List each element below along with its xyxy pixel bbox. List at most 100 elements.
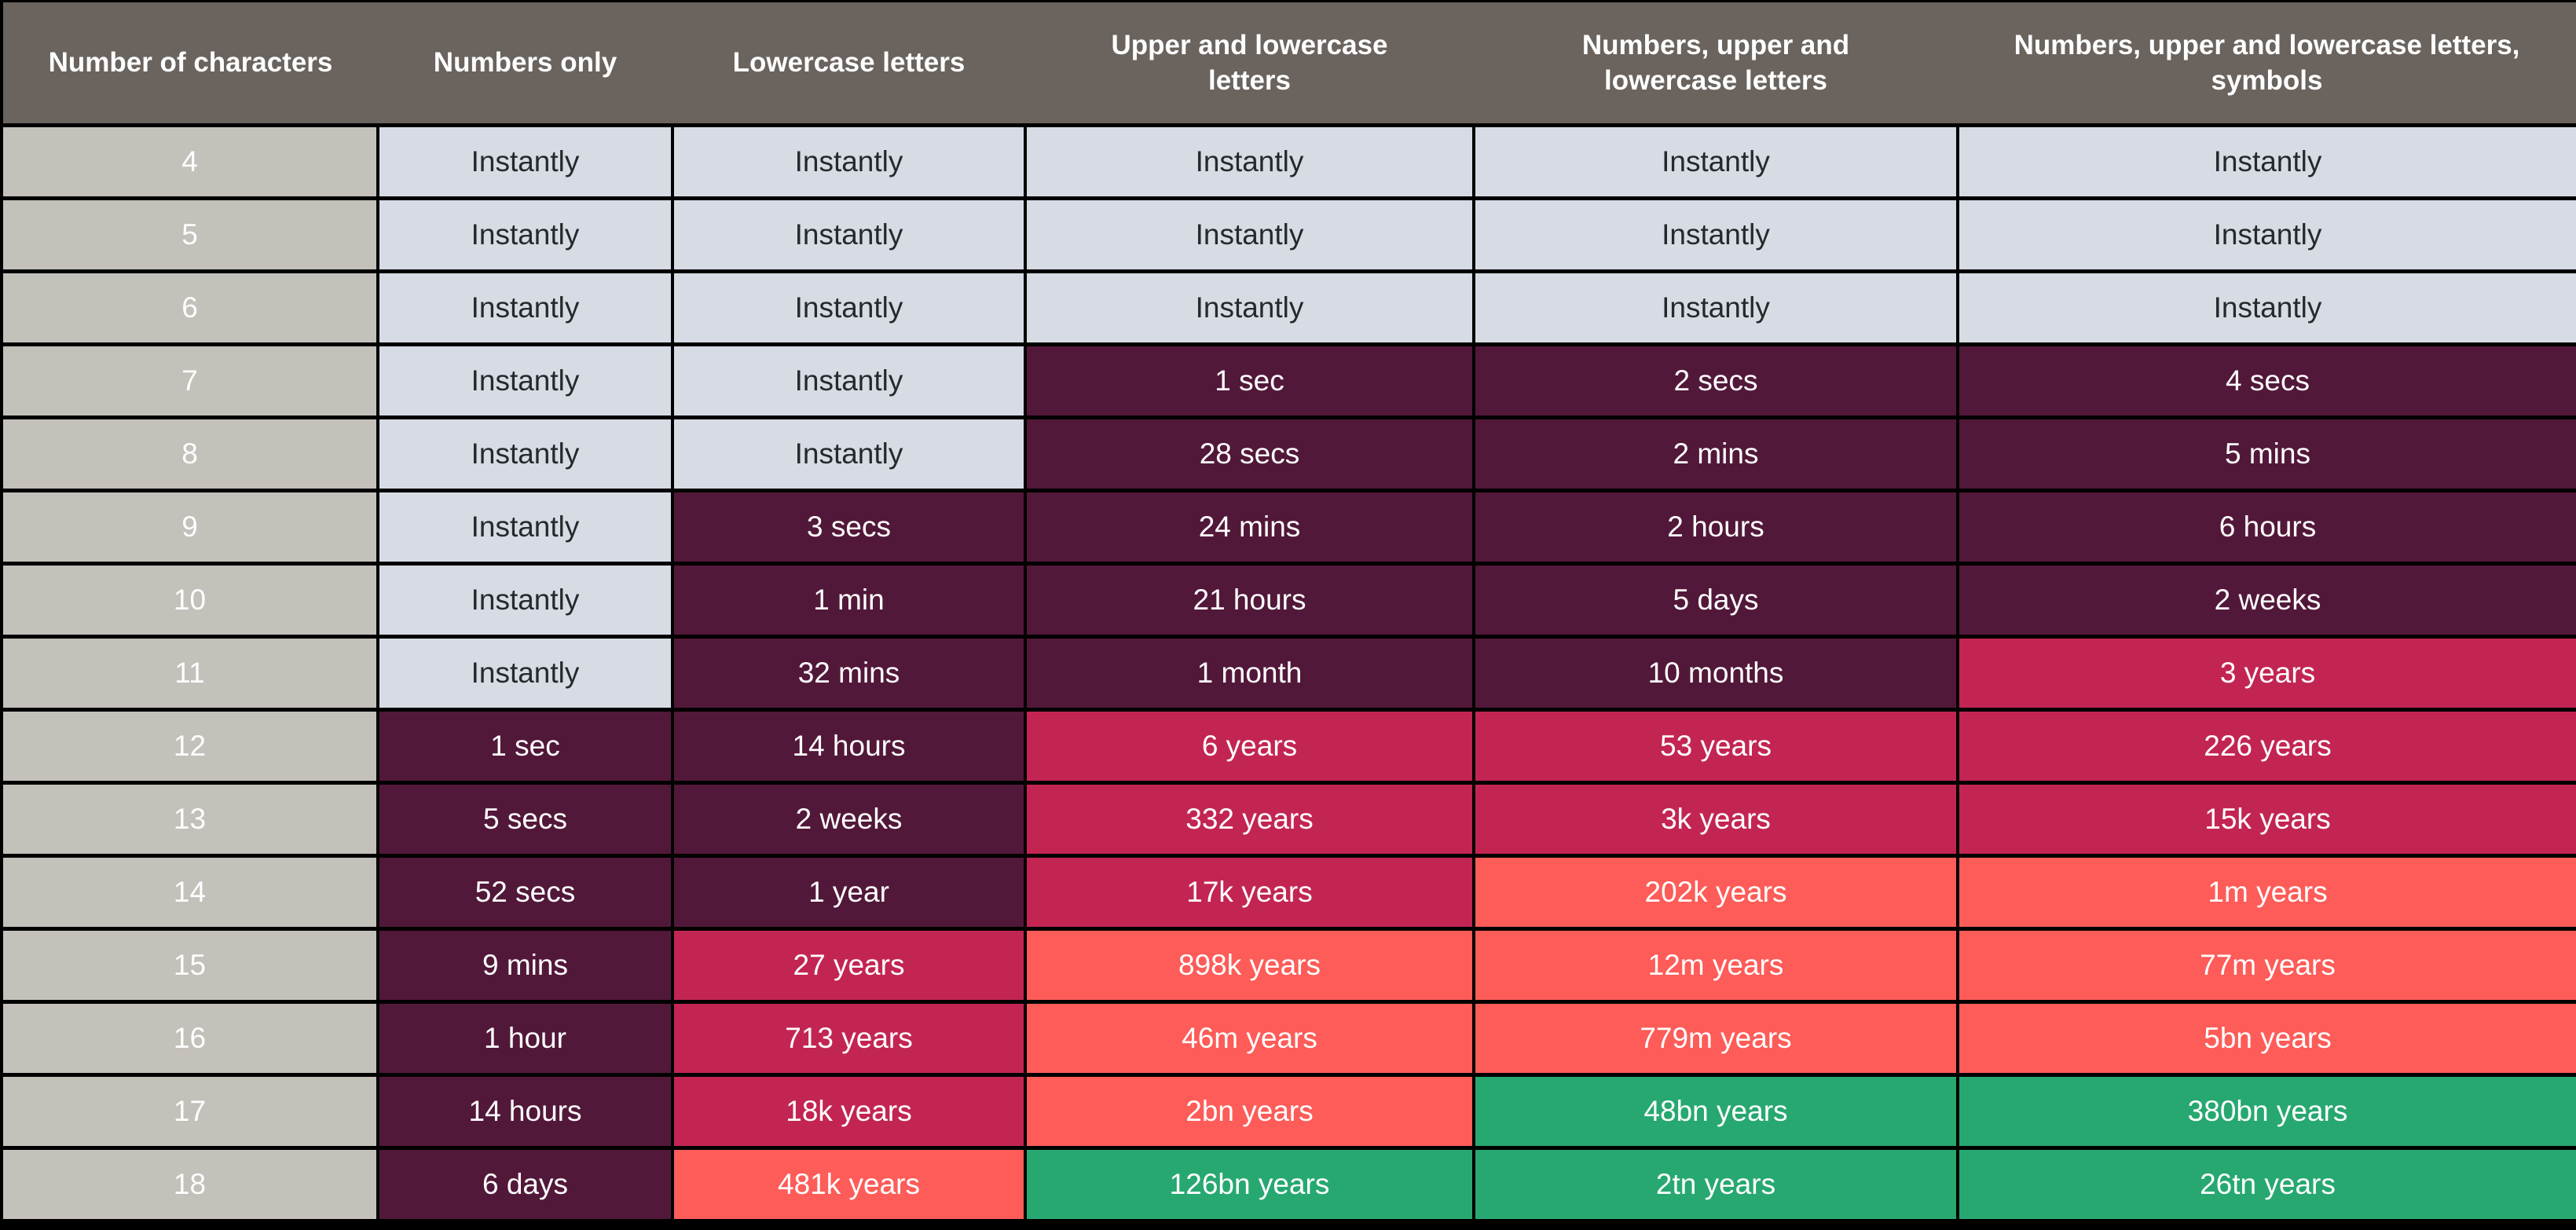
crack-time-cell: 1 year (671, 854, 1027, 931)
crack-time-cell: Instantly (1024, 196, 1475, 273)
crack-time-cell: Instantly (1472, 196, 1959, 273)
crack-time-cell: 1 sec (1024, 342, 1475, 419)
crack-time-cell: 3 secs (671, 489, 1027, 566)
char-count-cell: 4 (0, 123, 379, 200)
crack-time-cell: Instantly (1024, 123, 1475, 200)
table-row: 5 Instantly Instantly Instantly Instantly Ins… (0, 196, 2576, 273)
column-header: Upper and lowercase letters (1025, 1, 1474, 126)
crack-time-cell: 6 hours (1956, 489, 2576, 566)
crack-time-cell: 481k years (671, 1146, 1027, 1223)
table-row: 16 1 hour 713 years 46m years 779m years 5bn … (0, 1000, 2576, 1077)
char-count-cell: 14 (0, 854, 379, 931)
crack-time-cell: 6 days (376, 1146, 674, 1223)
crack-time-cell: 48bn years (1472, 1073, 1959, 1150)
crack-time-cell: 32 mins (671, 635, 1027, 712)
char-count-cell: 18 (0, 1146, 379, 1223)
crack-time-cell: Instantly (376, 196, 674, 273)
char-count-cell: 17 (0, 1073, 379, 1150)
crack-time-cell: 5 mins (1956, 415, 2576, 492)
crack-time-cell: Instantly (671, 342, 1027, 419)
crack-time-cell: 24 mins (1024, 489, 1475, 566)
char-count-cell: 6 (0, 269, 379, 346)
crack-time-cell: Instantly (376, 562, 674, 639)
table-body: 4 Instantly Instantly Instantly Instantly Ins… (0, 123, 2576, 1223)
crack-time-cell: 2 hours (1472, 489, 1959, 566)
crack-time-cell: 2 weeks (1956, 562, 2576, 639)
crack-time-cell: 53 years (1472, 708, 1959, 785)
table-row: 18 6 days 481k years 126bn years 2tn years 26… (0, 1146, 2576, 1223)
crack-time-cell: 126bn years (1024, 1146, 1475, 1223)
crack-time-cell: Instantly (1472, 123, 1959, 200)
table-row: 9 Instantly 3 secs 24 mins 2 hours 6 hours (0, 489, 2576, 566)
crack-time-cell: 3k years (1472, 781, 1959, 858)
crack-time-cell: Instantly (376, 269, 674, 346)
crack-time-cell: 3 years (1956, 635, 2576, 712)
crack-time-cell: 17k years (1024, 854, 1475, 931)
crack-time-cell: Instantly (1956, 123, 2576, 200)
crack-time-cell: 2 weeks (671, 781, 1027, 858)
crack-time-cell: 12m years (1472, 927, 1959, 1004)
crack-time-cell: 332 years (1024, 781, 1475, 858)
char-count-cell: 12 (0, 708, 379, 785)
crack-time-cell: 14 hours (671, 708, 1027, 785)
crack-time-cell: 5 secs (376, 781, 674, 858)
column-header: Numbers only (378, 1, 672, 126)
crack-time-cell: Instantly (376, 342, 674, 419)
char-count-cell: 9 (0, 489, 379, 566)
crack-time-cell: 1 min (671, 562, 1027, 639)
crack-time-cell: Instantly (376, 123, 674, 200)
char-count-cell: 13 (0, 781, 379, 858)
table-row: 6 Instantly Instantly Instantly Instantly Ins… (0, 269, 2576, 346)
crack-time-cell: 202k years (1472, 854, 1959, 931)
crack-time-cell: 2tn years (1472, 1146, 1959, 1223)
table-row: 8 Instantly Instantly 28 secs 2 mins 5 mins (0, 415, 2576, 492)
crack-time-cell: 14 hours (376, 1073, 674, 1150)
crack-time-cell: 5 days (1472, 562, 1959, 639)
header-row: Number of characters Numbers only Lowercas… (2, 1, 2576, 126)
crack-time-cell: 18k years (671, 1073, 1027, 1150)
crack-time-cell: 5bn years (1956, 1000, 2576, 1077)
crack-time-cell: 26tn years (1956, 1146, 2576, 1223)
crack-time-cell: 1 hour (376, 1000, 674, 1077)
char-count-cell: 7 (0, 342, 379, 419)
crack-time-cell: 27 years (671, 927, 1027, 1004)
table-row: 14 52 secs 1 year 17k years 202k years 1m yea… (0, 854, 2576, 931)
char-count-cell: 10 (0, 562, 379, 639)
crack-time-cell: 46m years (1024, 1000, 1475, 1077)
crack-time-cell: 28 secs (1024, 415, 1475, 492)
table-row: 13 5 secs 2 weeks 332 years 3k years 15k year… (0, 781, 2576, 858)
column-header: Numbers, upper and lowercase letters (1474, 1, 1958, 126)
char-count-cell: 16 (0, 1000, 379, 1077)
crack-time-cell: 9 mins (376, 927, 674, 1004)
char-count-cell: 5 (0, 196, 379, 273)
table-row: 10 Instantly 1 min 21 hours 5 days 2 weeks (0, 562, 2576, 639)
crack-time-cell: 6 years (1024, 708, 1475, 785)
crack-time-cell: 21 hours (1024, 562, 1475, 639)
crack-time-cell: 380bn years (1956, 1073, 2576, 1150)
column-header: Numbers, upper and lowercase letters, sy… (1958, 1, 2576, 126)
crack-time-cell: 2 secs (1472, 342, 1959, 419)
crack-time-cell: Instantly (1024, 269, 1475, 346)
crack-time-cell: 779m years (1472, 1000, 1959, 1077)
table-row: 15 9 mins 27 years 898k years 12m years 77m y… (0, 927, 2576, 1004)
crack-time-cell: 2bn years (1024, 1073, 1475, 1150)
crack-time-cell: 52 secs (376, 854, 674, 931)
crack-time-cell: Instantly (671, 196, 1027, 273)
table-row: 11 Instantly 32 mins 1 month 10 months 3 year… (0, 635, 2576, 712)
crack-time-cell: 77m years (1956, 927, 2576, 1004)
column-header: Number of characters (2, 1, 378, 126)
table-row: 17 14 hours 18k years 2bn years 48bn years 38… (0, 1073, 2576, 1150)
column-header: Lowercase letters (672, 1, 1025, 126)
crack-time-cell: Instantly (671, 269, 1027, 346)
char-count-cell: 11 (0, 635, 379, 712)
crack-time-cell: Instantly (1956, 269, 2576, 346)
crack-time-cell: 1m years (1956, 854, 2576, 931)
crack-time-cell: 4 secs (1956, 342, 2576, 419)
crack-time-cell: Instantly (1956, 196, 2576, 273)
crack-time-cell: 226 years (1956, 708, 2576, 785)
crack-time-cell: 10 months (1472, 635, 1959, 712)
crack-time-cell: Instantly (1472, 269, 1959, 346)
crack-time-cell: Instantly (376, 489, 674, 566)
